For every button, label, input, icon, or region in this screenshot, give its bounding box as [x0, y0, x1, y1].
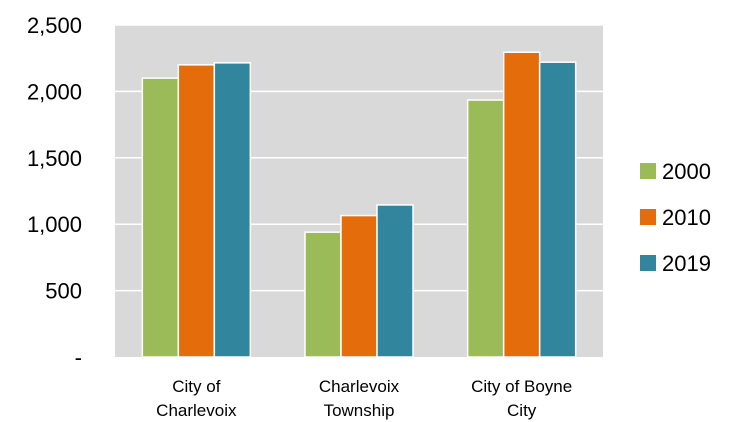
- legend-swatch-2010: [640, 209, 656, 225]
- x-tick-label: City of: [172, 377, 220, 396]
- legend-label: 2010: [662, 205, 711, 230]
- legend-label: 2000: [662, 159, 711, 184]
- legend-label: 2019: [662, 251, 711, 276]
- x-tick-label: Charlevoix: [319, 377, 400, 396]
- bars: [141, 51, 577, 358]
- bar-2010: [340, 214, 378, 358]
- y-tick-label: -: [75, 345, 82, 370]
- y-axis: - 500 1,000 1,500 2,000 2,500: [27, 13, 82, 370]
- bar-2000: [466, 99, 505, 358]
- y-tick-label: 500: [45, 279, 82, 304]
- x-tick-label: City of Boyne: [471, 377, 572, 396]
- legend-swatch-2000: [640, 163, 656, 179]
- bar-2000: [304, 231, 342, 358]
- bar-2019: [376, 204, 414, 358]
- legend: 2000 2010 2019: [640, 159, 711, 276]
- bar-2000: [141, 77, 180, 358]
- y-tick-label: 1,500: [27, 146, 82, 171]
- y-tick-label: 2,000: [27, 79, 82, 104]
- y-tick-label: 2,500: [27, 13, 82, 38]
- bar-2010: [502, 51, 541, 358]
- x-tick-label: Township: [324, 401, 395, 420]
- bar-2019: [538, 61, 577, 358]
- y-tick-label: 1,000: [27, 212, 82, 237]
- x-tick-label: Charlevoix: [156, 401, 237, 420]
- x-axis: City of Charlevoix Charlevoix Township City …: [156, 377, 572, 420]
- x-tick-label: City: [507, 401, 537, 420]
- legend-swatch-2019: [640, 255, 656, 271]
- bar-2019: [213, 62, 252, 358]
- bar-2010: [177, 64, 216, 358]
